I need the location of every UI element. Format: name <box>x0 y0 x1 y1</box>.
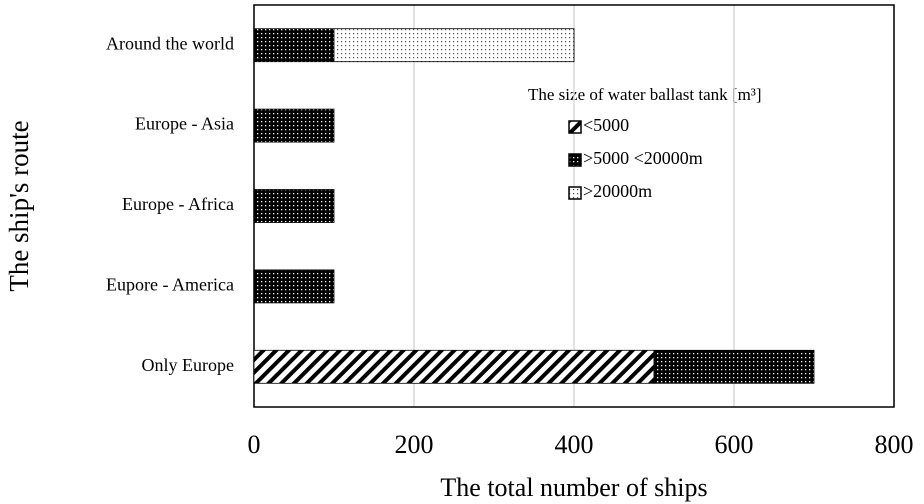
legend-label: >5000 <20000m <box>583 148 703 168</box>
y-tick-label: Only Europe <box>142 355 234 375</box>
bar <box>333 28 575 63</box>
x-tick-label: 600 <box>715 430 754 459</box>
legend-swatch <box>568 186 582 200</box>
legend-swatch <box>568 153 582 167</box>
bar <box>253 349 655 384</box>
legend-swatch <box>568 120 582 134</box>
bar <box>253 189 335 223</box>
bar <box>253 28 335 63</box>
x-axis-title: The total number of ships <box>440 473 707 502</box>
bar <box>253 269 335 304</box>
y-tick-label: Europe - Asia <box>135 114 234 134</box>
y-tick-label: Eupore - America <box>106 275 234 295</box>
bar <box>253 108 335 143</box>
legend-title: The size of water ballast tank [m³] <box>528 85 762 104</box>
y-axis-title: The ship's route <box>4 120 34 291</box>
x-tick-label: 200 <box>395 430 434 459</box>
y-tick-label: Around the world <box>106 33 234 53</box>
legend-label: >20000m <box>583 181 652 201</box>
x-tick-label: 800 <box>875 430 914 459</box>
legend-label: <5000 <box>583 115 629 135</box>
y-tick-label: Europe - Africa <box>122 194 234 214</box>
x-tick-label: 0 <box>248 430 261 459</box>
x-tick-label: 400 <box>555 430 594 459</box>
bar <box>653 349 815 384</box>
